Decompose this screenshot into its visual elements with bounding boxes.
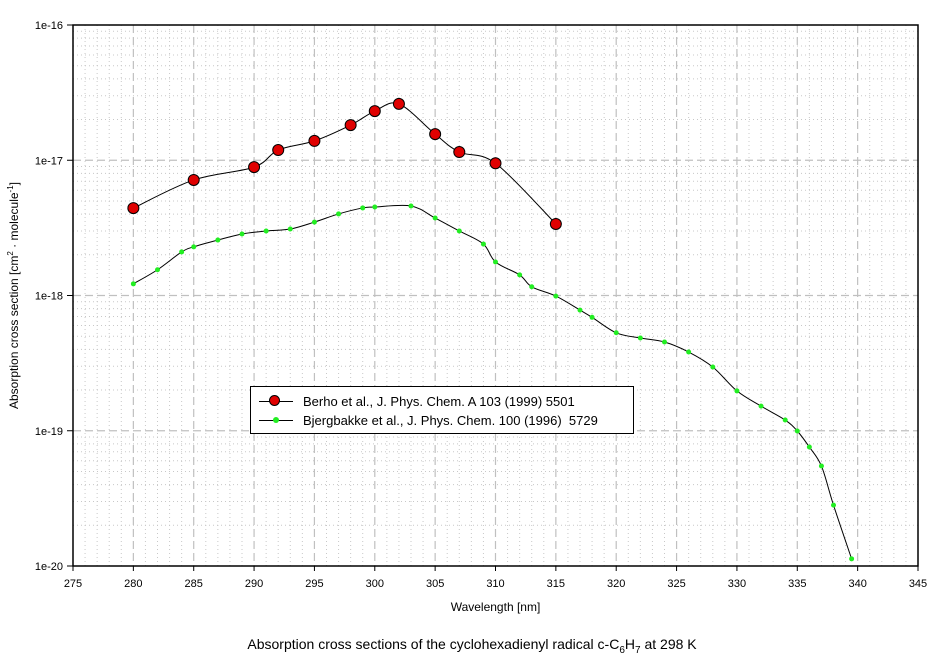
- data-point-bjergbakke: [480, 241, 486, 247]
- x-tick-label: 320: [607, 578, 625, 590]
- x-tick-label: 305: [426, 578, 444, 590]
- data-point-bjergbakke: [794, 428, 800, 434]
- chart-title: Absorption cross sections of the cyclohe…: [0, 636, 944, 656]
- data-point-bjergbakke: [782, 417, 788, 423]
- title-prefix: Absorption cross sections of the cyclohe…: [247, 636, 620, 652]
- data-point-berho: [392, 97, 405, 110]
- data-point-bjergbakke: [553, 293, 559, 299]
- grid: [73, 25, 918, 566]
- data-point-bjergbakke: [710, 364, 716, 370]
- data-point-berho: [187, 173, 200, 186]
- data-point-bjergbakke: [577, 307, 583, 313]
- y-axis-label: Absorption cross section [cm2 · molecule…: [6, 182, 21, 409]
- data-point-bjergbakke: [456, 228, 462, 234]
- x-tick-label: 290: [245, 578, 263, 590]
- x-tick-label: 310: [486, 578, 504, 590]
- data-point-bjergbakke: [831, 502, 836, 508]
- title-sub2: 7: [635, 644, 641, 656]
- y-axis-label-end: ]: [7, 182, 21, 185]
- data-point-bjergbakke: [360, 205, 366, 211]
- data-point-bjergbakke: [311, 219, 317, 225]
- data-point-berho: [272, 144, 285, 157]
- data-point-bjergbakke: [589, 314, 595, 320]
- data-point-berho: [248, 161, 261, 174]
- data-point-bjergbakke: [432, 215, 438, 221]
- data-point-bjergbakke: [130, 281, 136, 287]
- data-point-berho: [127, 202, 140, 215]
- y-tick-label: 1e-20: [35, 561, 63, 573]
- data-point-berho: [308, 134, 321, 147]
- x-tick-label: 345: [909, 578, 927, 590]
- data-point-bjergbakke: [239, 231, 245, 237]
- x-tick-label: 315: [547, 578, 565, 590]
- data-point-berho: [549, 217, 562, 230]
- x-tick-label: 340: [848, 578, 866, 590]
- legend-item-bjergbakke: Bjergbakke et al., J. Phys. Chem. 100 (1…: [259, 411, 598, 429]
- y-axis-ticks: 1e-16 1e-17 1e-18 1e-19 1e-20: [35, 20, 73, 573]
- data-point-bjergbakke: [613, 330, 619, 336]
- title-mid: H: [624, 636, 636, 652]
- y-tick-label: 1e-19: [35, 426, 63, 438]
- x-tick-label: 330: [728, 578, 746, 590]
- data-point-berho: [453, 146, 466, 159]
- y-tick-label: 1e-18: [35, 291, 63, 303]
- legend-label-bjergbakke: Bjergbakke et al., J. Phys. Chem. 100 (1…: [303, 412, 598, 428]
- title-suffix: at 298 K: [640, 636, 697, 652]
- legend-item-berho: Berho et al., J. Phys. Chem. A 103 (1999…: [259, 392, 575, 410]
- y-tick-label: 1e-16: [35, 20, 63, 32]
- data-point-bjergbakke: [849, 556, 855, 562]
- data-point-bjergbakke: [758, 403, 764, 409]
- y-axis-label-mid: · molecule: [7, 192, 21, 251]
- data-point-bjergbakke: [662, 339, 667, 345]
- x-tick-label: 275: [64, 578, 82, 590]
- data-point-bjergbakke: [806, 444, 812, 450]
- legend: Berho et al., J. Phys. Chem. A 103 (1999…: [250, 386, 634, 434]
- data-point-bjergbakke: [734, 388, 740, 394]
- data-point-bjergbakke: [818, 463, 824, 469]
- series-lines: [133, 102, 853, 559]
- legend-green-dot-icon: [259, 411, 293, 429]
- series-markers: [127, 97, 855, 562]
- x-tick-label: 300: [366, 578, 384, 590]
- x-tick-label: 335: [788, 578, 806, 590]
- y-tick-label: 1e-17: [35, 155, 63, 167]
- data-point-bjergbakke: [686, 349, 692, 355]
- title-sub1: 6: [619, 644, 625, 656]
- legend-red-circle-icon: [259, 392, 293, 410]
- data-point-berho: [489, 157, 502, 170]
- data-point-bjergbakke: [493, 259, 498, 265]
- data-point-bjergbakke: [372, 204, 378, 210]
- x-tick-label: 295: [305, 578, 323, 590]
- y-axis-label-sup2: -1: [6, 185, 15, 193]
- data-point-bjergbakke: [191, 244, 197, 250]
- data-point-berho: [368, 105, 381, 118]
- legend-label-berho: Berho et al., J. Phys. Chem. A 103 (1999…: [303, 393, 575, 409]
- series-line-1: [133, 204, 853, 559]
- x-tick-label: 285: [185, 578, 203, 590]
- y-axis-label-main: Absorption cross section [cm: [7, 256, 21, 409]
- data-point-bjergbakke: [155, 267, 160, 273]
- data-point-bjergbakke: [336, 211, 342, 217]
- data-point-bjergbakke: [179, 249, 185, 255]
- x-tick-label: 325: [667, 578, 685, 590]
- data-point-bjergbakke: [517, 272, 523, 278]
- data-point-bjergbakke: [637, 335, 643, 341]
- data-point-bjergbakke: [529, 284, 535, 290]
- x-axis-label: Wavelength [nm]: [451, 600, 541, 614]
- data-point-bjergbakke: [287, 226, 293, 232]
- x-axis-ticks: 275 280 285 290 295 300 305 310 315 320 325 330 335 3…: [64, 566, 927, 590]
- data-point-berho: [344, 119, 357, 132]
- y-axis-label-sup1: 2: [6, 251, 15, 256]
- data-point-bjergbakke: [408, 203, 414, 209]
- data-point-berho: [429, 128, 442, 141]
- x-tick-label: 280: [124, 578, 142, 590]
- data-point-bjergbakke: [215, 237, 221, 243]
- data-point-bjergbakke: [263, 228, 269, 234]
- series-line-0: [133, 102, 557, 225]
